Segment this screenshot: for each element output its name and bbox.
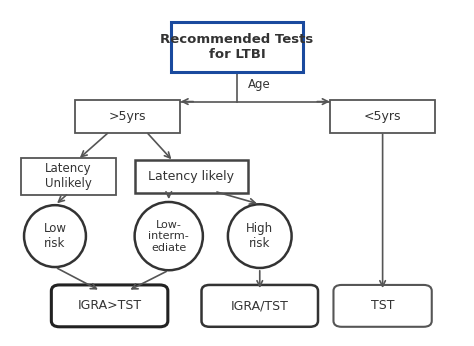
Ellipse shape [135,202,203,270]
Text: Latency likely: Latency likely [148,170,235,183]
FancyBboxPatch shape [51,285,168,327]
FancyBboxPatch shape [171,22,303,72]
FancyBboxPatch shape [330,100,435,133]
Text: Low
risk: Low risk [44,222,66,250]
Text: Low-
interm-
ediate: Low- interm- ediate [148,219,189,253]
Text: Age: Age [248,79,271,91]
FancyBboxPatch shape [21,158,117,194]
Text: >5yrs: >5yrs [109,110,146,123]
FancyBboxPatch shape [75,100,180,133]
FancyBboxPatch shape [334,285,432,327]
FancyBboxPatch shape [135,160,248,193]
Text: IGRA/TST: IGRA/TST [231,299,289,312]
Text: <5yrs: <5yrs [364,110,401,123]
Text: TST: TST [371,299,394,312]
FancyBboxPatch shape [201,285,318,327]
Text: Recommended Tests
for LTBI: Recommended Tests for LTBI [160,33,314,61]
Text: IGRA>TST: IGRA>TST [78,299,142,312]
Ellipse shape [24,205,86,267]
Ellipse shape [228,204,292,268]
Text: Latency
Unlikely: Latency Unlikely [45,162,92,190]
Text: High
risk: High risk [246,222,273,250]
